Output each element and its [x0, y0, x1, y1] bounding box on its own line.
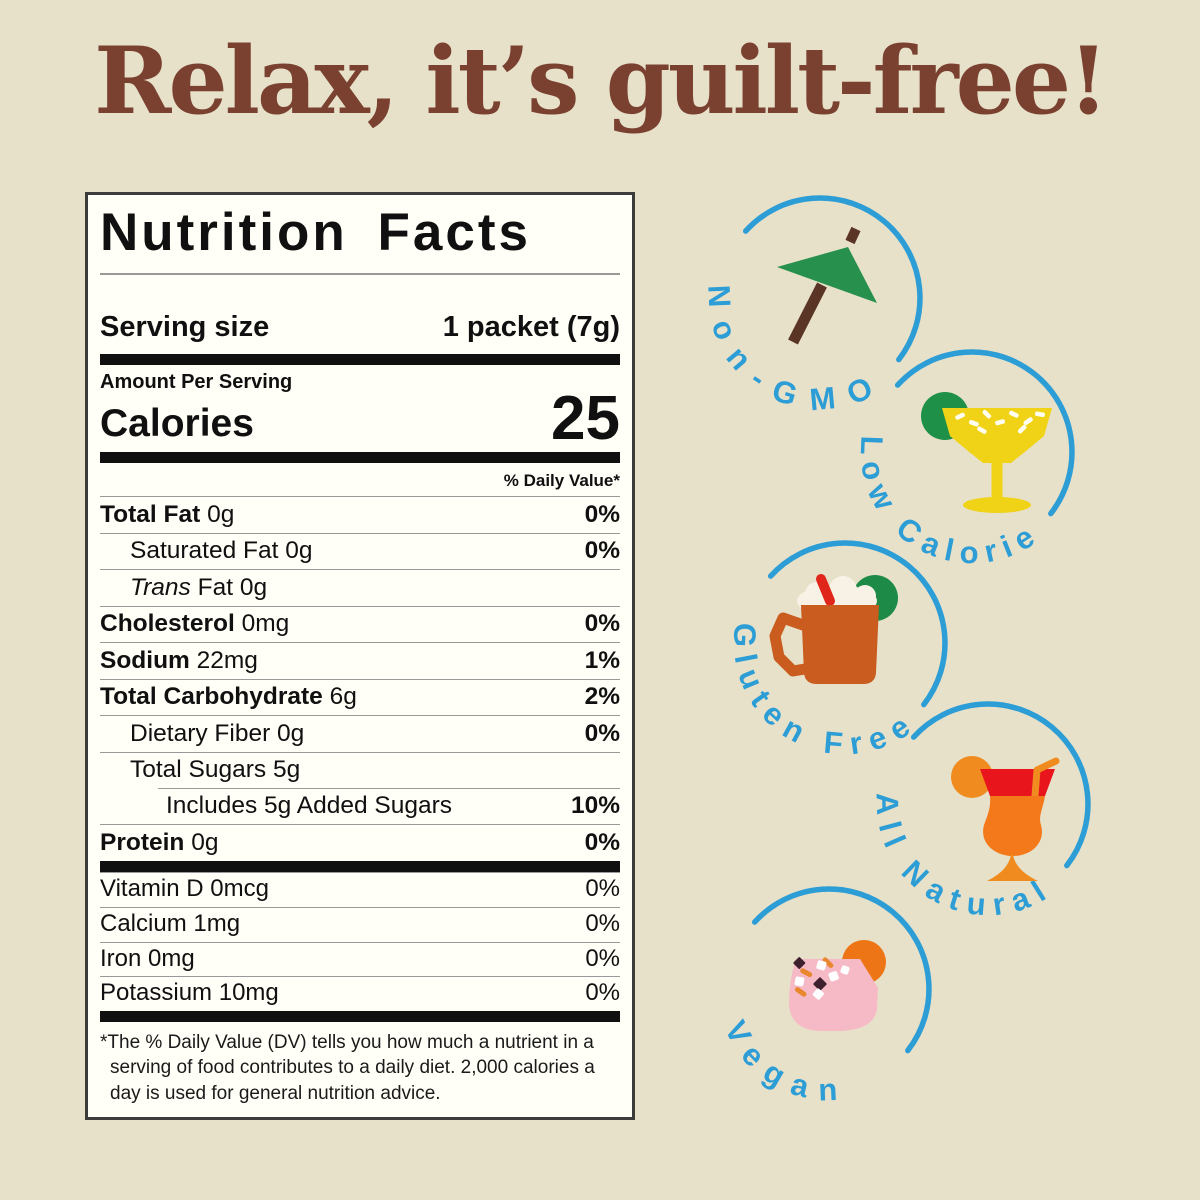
badge-circle-arc: [751, 886, 932, 1054]
nutrient-daily-value: 0%: [584, 828, 620, 856]
nutrient-daily-value: 0%: [585, 979, 620, 1007]
nutrient-row: Protein 0g 0%: [100, 824, 620, 860]
nutrient-rows: Total Fat 0g 0% Saturated Fat 0g 0% Trans Fa…: [100, 496, 620, 860]
amount-per-serving-label: Amount Per Serving: [100, 370, 293, 393]
nutrient-row: Saturated Fat 0g 0%: [100, 532, 620, 569]
badge-low-calorie: Low Calorie: [837, 317, 1107, 587]
margarita-glass-icon: [921, 392, 1052, 513]
nutrient-daily-value: 0%: [585, 874, 620, 902]
nutrition-facts-title: Nutrition Facts: [100, 203, 620, 275]
nutrient-name: Saturated Fat 0g: [130, 537, 313, 565]
nutrient-daily-value: 2%: [584, 683, 620, 711]
page-title: Relax, it’s guilt-free!: [94, 26, 1109, 135]
nutrient-daily-value: 0%: [584, 610, 620, 638]
serving-size-label: Serving size: [100, 310, 270, 343]
nutrient-row: Potassium 10mg 0%: [100, 976, 620, 1011]
nutrient-row: Calcium 1mg 0%: [100, 906, 620, 942]
serving-size-value: 1 packet (7g): [442, 310, 620, 343]
badge-circle-arc: [742, 195, 923, 363]
nutrient-row: Includes 5g Added Sugars 10%: [100, 787, 620, 824]
daily-value-footnote: *The % Daily Value (DV) tells you how mu…: [100, 1032, 595, 1104]
nutrient-name: Cholesterol 0mg: [100, 610, 290, 638]
nutrient-name: Protein 0g: [100, 828, 219, 856]
nutrient-name: Calcium 1mg: [100, 909, 241, 937]
pink-cocktail-icon: [789, 940, 886, 1031]
thick-divider: [100, 860, 620, 872]
thick-divider: [100, 353, 620, 365]
nutrient-name: Trans Fat 0g: [130, 573, 268, 601]
nutrient-name: Vitamin D 0mcg: [100, 874, 269, 902]
nutrient-name: Potassium 10mg: [100, 979, 279, 1007]
nutrient-row: Total Fat 0g 0%: [100, 496, 620, 532]
nutrient-row: Iron 0mg 0%: [100, 941, 620, 977]
nutrient-row: Dietary Fiber 0g 0%: [100, 715, 620, 751]
micronutrient-rows: Vitamin D 0mcg 0% Calcium 1mg 0% Iron 0mg 0% P…: [100, 871, 620, 1012]
badge-circle-arc: [767, 540, 948, 708]
nutrient-row: Trans Fat 0g: [100, 569, 620, 605]
calories-value: 25: [551, 383, 620, 453]
badge-circle-arc: [894, 349, 1075, 517]
nutrient-row: Total Carbohydrate 6g 2%: [100, 678, 620, 715]
nutrient-daily-value: 0%: [585, 909, 620, 937]
nutrient-row: Total Sugars 5g: [100, 751, 620, 788]
nutrient-row: Sodium 22mg 1%: [100, 642, 620, 678]
badge-circle-arc: [910, 701, 1091, 869]
nutrient-name: Includes 5g Added Sugars: [166, 792, 453, 820]
serving-size-row: Serving size 1 packet (7g): [100, 311, 620, 354]
nutrient-daily-value: 0%: [584, 500, 620, 528]
daily-value-header: % Daily Value*: [503, 471, 620, 491]
thick-divider: [100, 1011, 620, 1023]
nutrition-facts-label: Nutrition Facts Serving size 1 packet (7…: [85, 192, 635, 1120]
nutrient-name: Iron 0mg: [100, 944, 195, 972]
badge-all-natural: All Natural: [853, 669, 1123, 939]
nutrient-daily-value: 0%: [585, 944, 620, 972]
mule-mug-icon: [775, 575, 898, 684]
hurricane-glass-icon: [951, 756, 1056, 881]
nutrient-daily-value: 1%: [584, 646, 620, 674]
badge-non-gmo: Non-GMO: [685, 163, 955, 433]
nutrient-name: Sodium 22mg: [100, 646, 258, 674]
nutrient-name: Total Fat 0g: [100, 500, 235, 528]
nutrient-row: Vitamin D 0mcg 0%: [100, 871, 620, 907]
badge-vegan: Vegan: [694, 854, 964, 1124]
calories-row: Calories 25: [100, 383, 620, 453]
badge-gluten-free: Gluten Free: [710, 508, 980, 778]
calories-label: Calories: [100, 401, 254, 445]
thick-divider: [100, 452, 620, 464]
nutrient-daily-value: 0%: [584, 537, 620, 565]
nutrient-row: Cholesterol 0mg 0%: [100, 605, 620, 642]
nutrient-name: Dietary Fiber 0g: [130, 719, 305, 747]
nutrient-daily-value: 0%: [584, 719, 620, 747]
nutrient-daily-value: 10%: [570, 792, 620, 820]
nutrient-name: Total Carbohydrate 6g: [100, 683, 357, 711]
nutrient-name: Total Sugars 5g: [130, 756, 301, 784]
